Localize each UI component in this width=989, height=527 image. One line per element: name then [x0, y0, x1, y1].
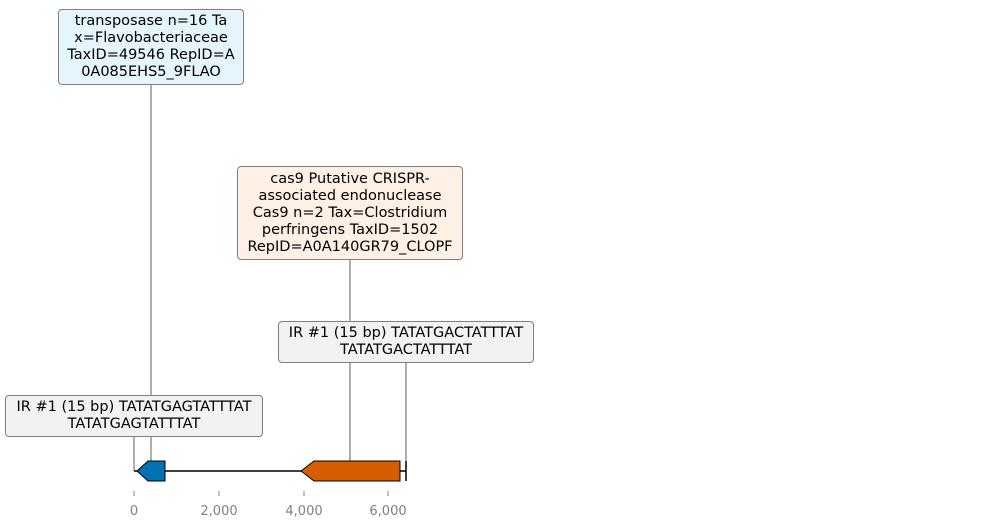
- x-axis: 0 2,000 4,000 6,000: [130, 491, 407, 519]
- ir-right-line-2: TATATGACTATTTAT: [339, 342, 473, 358]
- ir-left-line-1: IR #1 (15 bp) TATATGAGTATTTAT: [16, 399, 252, 415]
- transposase-line-3: TaxID=49546 RepID=A: [67, 47, 235, 63]
- ir-right-annotation: IR #1 (15 bp) TATATGACTATTTAT TATATGACTA…: [278, 321, 534, 363]
- cas9-line-1: cas9 Putative CRISPR-: [270, 170, 430, 187]
- tick-label-6000: 6,000: [369, 504, 406, 519]
- transposase-line-4: 0A085EHS5_9FLAO: [81, 64, 221, 80]
- transposase-line-1: transposase n=16 Ta: [74, 13, 228, 29]
- cas9-line-3: Cas9 n=2 Tax=Clostridium: [252, 204, 448, 221]
- transposase-annotation: transposase n=16 Ta x=Flavobacteriaceae …: [58, 9, 244, 85]
- tick-label-0: 0: [130, 504, 138, 519]
- cas9-line-4: perfringens TaxID=1502: [261, 221, 439, 238]
- cas9-gene-arrow[interactable]: [300, 460, 401, 482]
- cas9-line-2: associated endonuclease: [258, 187, 442, 204]
- transposase-gene-arrow[interactable]: [136, 460, 166, 482]
- cas9-line-5: RepID=A0A140GR79_CLOPF: [247, 238, 453, 255]
- transposase-line-2: x=Flavobacteriaceae: [74, 30, 228, 46]
- ir-left-annotation: IR #1 (15 bp) TATATGAGTATTTAT TATATGAGTA…: [5, 395, 263, 437]
- cas9-annotation: cas9 Putative CRISPR- associated endonuc…: [237, 166, 463, 260]
- ir-right-line-1: IR #1 (15 bp) TATATGACTATTTAT: [288, 325, 524, 341]
- tick-label-4000: 4,000: [285, 504, 322, 519]
- ir-left-line-2: TATATGAGTATTTAT: [67, 416, 201, 432]
- tick-label-2000: 2,000: [200, 504, 237, 519]
